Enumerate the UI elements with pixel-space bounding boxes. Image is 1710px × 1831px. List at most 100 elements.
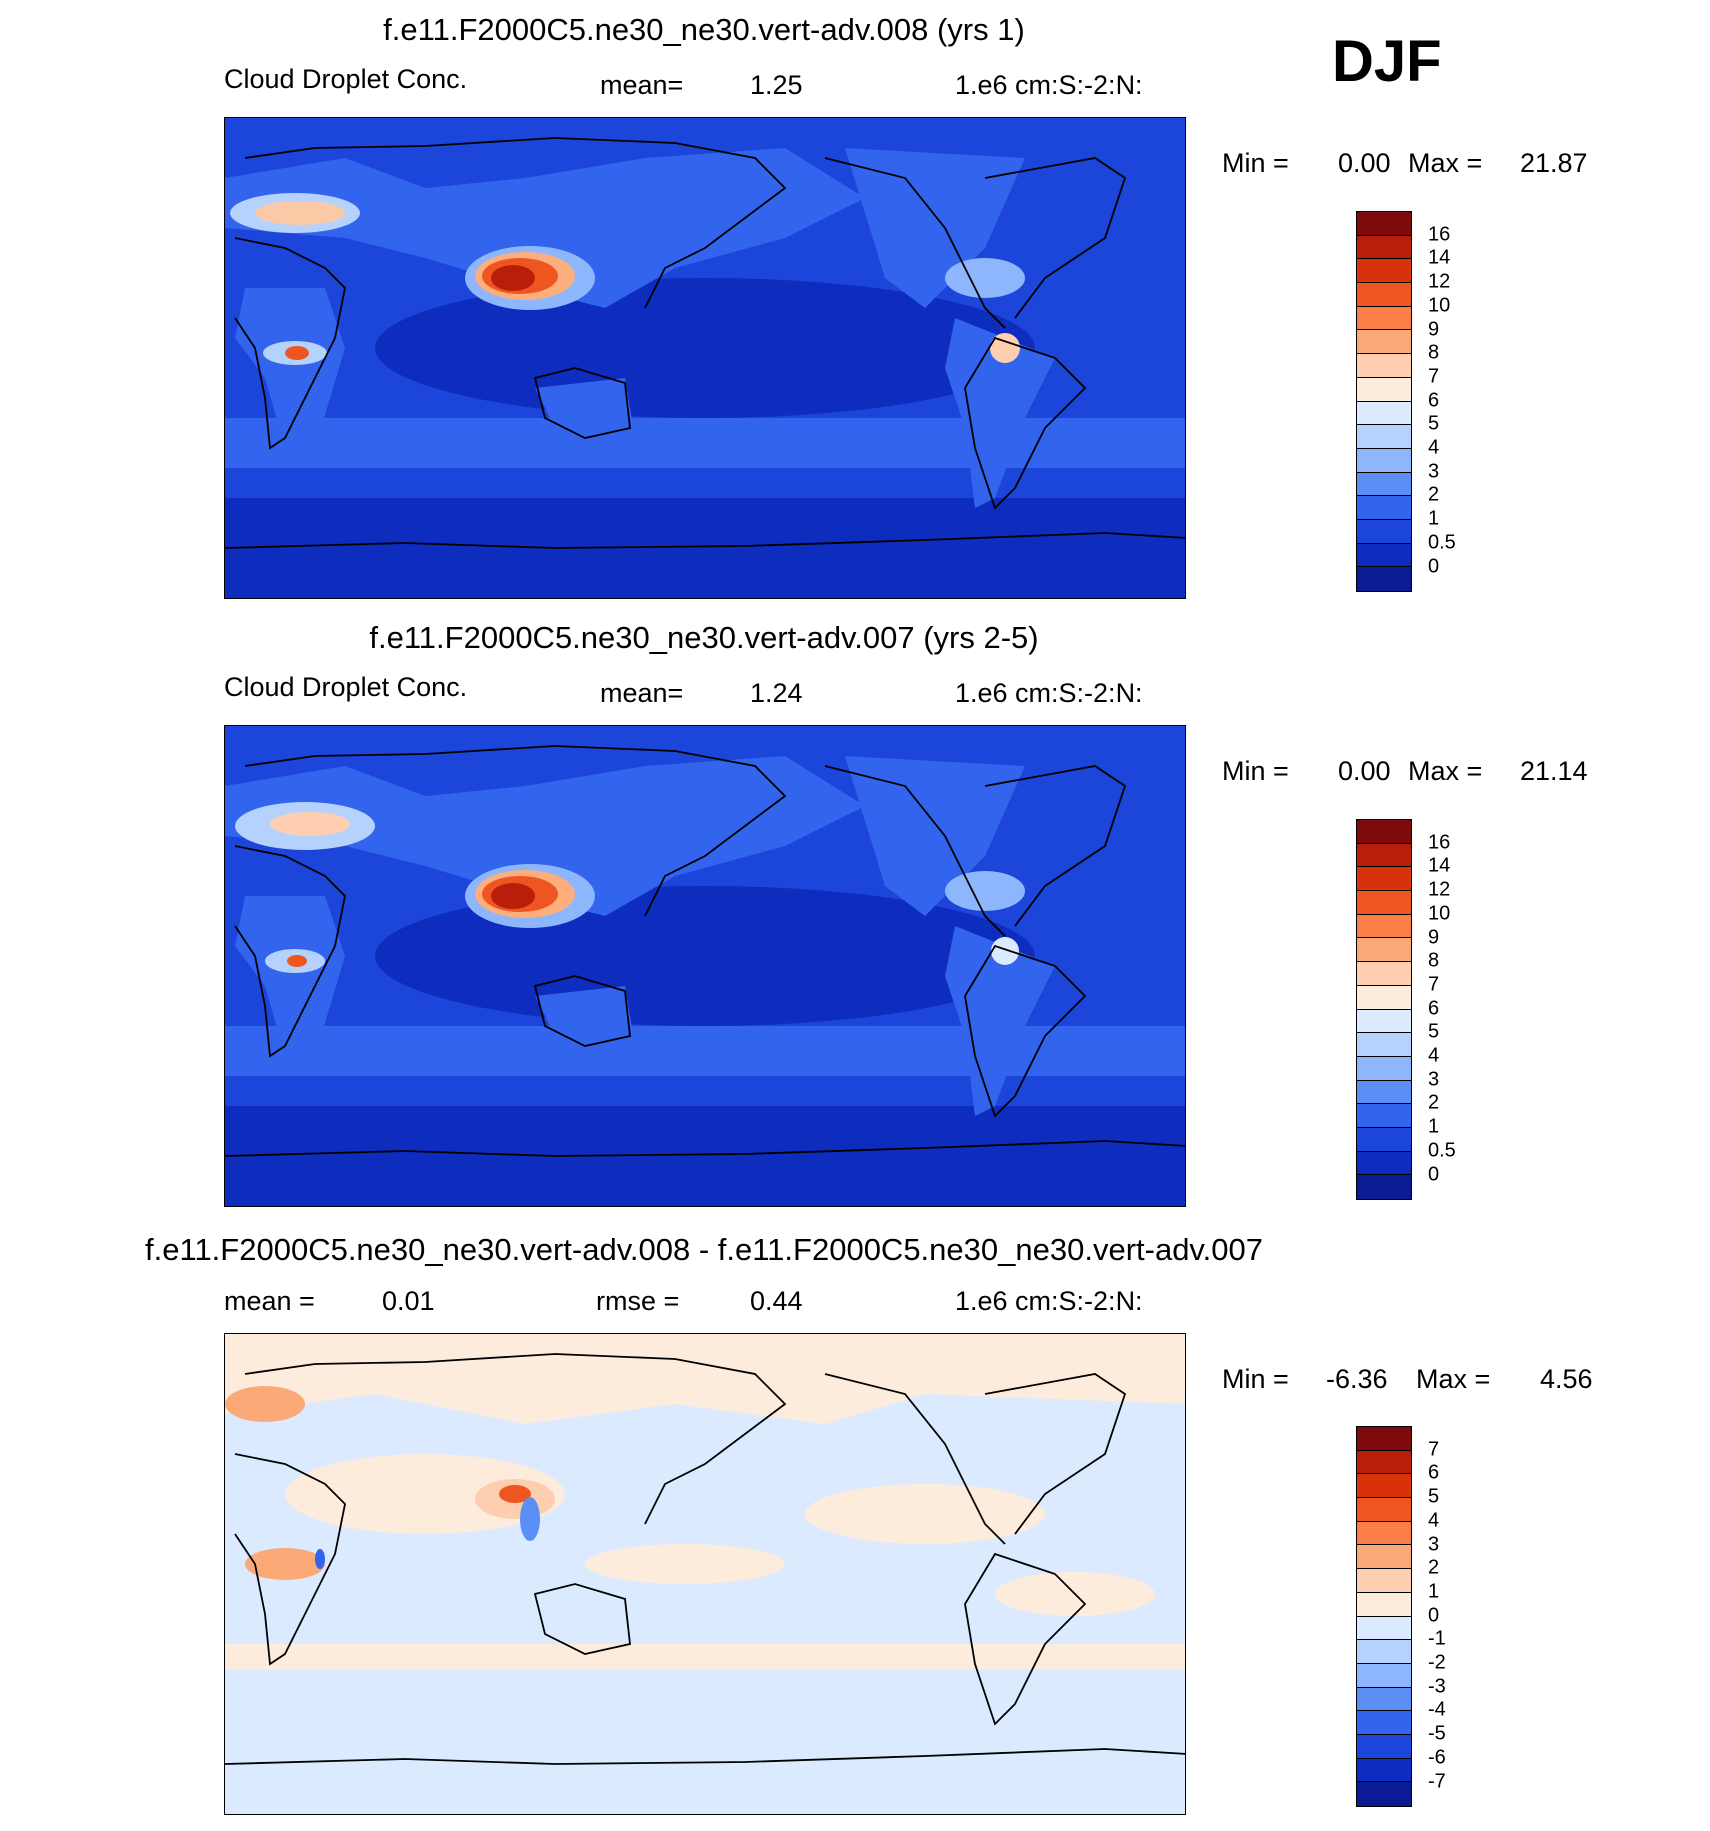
panel3-colorbar bbox=[1356, 1426, 1412, 1807]
colorbar-tick-label: 0 bbox=[1428, 555, 1440, 577]
colorbar-bin bbox=[1357, 330, 1411, 355]
colorbar-bin bbox=[1357, 543, 1411, 568]
colorbar-bin bbox=[1357, 283, 1411, 307]
panel2-max-value: 21.14 bbox=[1520, 756, 1588, 786]
colorbar-bin bbox=[1357, 985, 1411, 1010]
colorbar-bin bbox=[1357, 1640, 1411, 1664]
colorbar-tick-label: 6 bbox=[1428, 389, 1440, 412]
colorbar-tick-label: 4 bbox=[1428, 436, 1440, 459]
colorbar-bin bbox=[1357, 519, 1411, 544]
panel1-max-value: 21.87 bbox=[1520, 148, 1588, 178]
colorbar-tick-label: -2 bbox=[1428, 1651, 1446, 1674]
colorbar-bin bbox=[1357, 1080, 1411, 1105]
colorbar-bin bbox=[1357, 820, 1411, 844]
colorbar-tick-label: 6 bbox=[1428, 1461, 1440, 1484]
colorbar-bin bbox=[1357, 1545, 1411, 1570]
panel1-mean-value: 1.25 bbox=[750, 70, 803, 100]
colorbar-bin bbox=[1357, 1427, 1411, 1451]
panel3-min-label: Min = bbox=[1222, 1364, 1289, 1394]
colorbar-tick-label: 10 bbox=[1428, 902, 1451, 925]
colorbar-tick-label: 0 bbox=[1428, 1163, 1440, 1185]
panel2-map bbox=[224, 725, 1186, 1207]
colorbar-bin bbox=[1357, 1056, 1411, 1081]
colorbar-bin bbox=[1357, 891, 1411, 915]
colorbar-bin bbox=[1357, 1104, 1411, 1128]
colorbar-tick-label: 12 bbox=[1428, 270, 1451, 293]
colorbar-tick-label: 0 bbox=[1428, 1604, 1440, 1627]
panel2-mean-label: mean= bbox=[600, 678, 684, 708]
panel3-rmse-label: rmse = bbox=[596, 1286, 680, 1316]
colorbar-tick-label: -6 bbox=[1428, 1746, 1446, 1769]
colorbar-tick-label: 8 bbox=[1428, 341, 1440, 364]
colorbar-tick-label: -5 bbox=[1428, 1722, 1446, 1745]
colorbar-tick-label: 3 bbox=[1428, 1068, 1440, 1091]
panel3-title: f.e11.F2000C5.ne30_ne30.vert-adv.008 - f… bbox=[145, 1232, 1263, 1267]
colorbar-tick-label: 2 bbox=[1428, 483, 1440, 506]
panel2-units: 1.e6 cm:S:-2:N: bbox=[955, 678, 1143, 708]
colorbar-bin bbox=[1357, 1474, 1411, 1499]
colorbar-bin bbox=[1357, 496, 1411, 520]
panel3-map bbox=[224, 1333, 1186, 1815]
colorbar-bin bbox=[1357, 1033, 1411, 1057]
colorbar-tick-label: 14 bbox=[1428, 854, 1451, 877]
colorbar-bin bbox=[1357, 1616, 1411, 1641]
colorbar-tick-label: 3 bbox=[1428, 1533, 1440, 1555]
panel2-variable-label: Cloud Droplet Conc. bbox=[224, 672, 468, 702]
panel1-max-label: Max = bbox=[1408, 148, 1483, 178]
colorbar-bin bbox=[1357, 1175, 1411, 1199]
colorbar-tick-label: 16 bbox=[1428, 223, 1451, 246]
colorbar-tick-label: 0.5 bbox=[1428, 531, 1456, 554]
colorbar-tick-label: 14 bbox=[1428, 246, 1451, 269]
panel1-map-svg bbox=[225, 118, 1185, 598]
colorbar-bin bbox=[1357, 1498, 1411, 1522]
colorbar-tick-label: 0.5 bbox=[1428, 1139, 1456, 1162]
panel2-map-svg bbox=[225, 726, 1185, 1206]
colorbar-tick-label: 12 bbox=[1428, 878, 1451, 901]
colorbar-tick-label: 6 bbox=[1428, 997, 1440, 1020]
colorbar-bin bbox=[1357, 1663, 1411, 1688]
colorbar-tick-label: 4 bbox=[1428, 1044, 1440, 1067]
colorbar-bin bbox=[1357, 867, 1411, 892]
colorbar-bin bbox=[1357, 354, 1411, 378]
colorbar-bin bbox=[1357, 401, 1411, 426]
colorbar-bin bbox=[1357, 1569, 1411, 1593]
colorbar-bin bbox=[1357, 1521, 1411, 1546]
colorbar-bin bbox=[1357, 1450, 1411, 1475]
panel1-mean-label: mean= bbox=[600, 70, 684, 100]
colorbar-bin bbox=[1357, 472, 1411, 497]
colorbar-bin bbox=[1357, 212, 1411, 236]
colorbar-bin bbox=[1357, 567, 1411, 591]
colorbar-tick-label: 8 bbox=[1428, 949, 1440, 972]
colorbar-tick-label: -1 bbox=[1428, 1627, 1446, 1650]
colorbar-bin bbox=[1357, 962, 1411, 986]
panel2-max-label: Max = bbox=[1408, 756, 1483, 786]
colorbar-bin bbox=[1357, 1758, 1411, 1783]
colorbar-bin bbox=[1357, 377, 1411, 402]
season-label: DJF bbox=[1332, 29, 1442, 94]
colorbar-tick-label: 5 bbox=[1428, 1020, 1440, 1043]
colorbar-bin bbox=[1357, 425, 1411, 449]
colorbar-bin bbox=[1357, 1734, 1411, 1759]
colorbar-bin bbox=[1357, 1687, 1411, 1712]
colorbar-bin bbox=[1357, 843, 1411, 868]
colorbar-tick-label: 1 bbox=[1428, 1580, 1440, 1603]
panel3-rmse-value: 0.44 bbox=[750, 1286, 803, 1316]
colorbar-bin bbox=[1357, 1151, 1411, 1176]
panel1-map bbox=[224, 117, 1186, 599]
colorbar-tick-label: 7 bbox=[1428, 973, 1440, 996]
colorbar-bin bbox=[1357, 914, 1411, 939]
panel1-variable-label: Cloud Droplet Conc. bbox=[224, 64, 468, 94]
colorbar-tick-label: 10 bbox=[1428, 294, 1451, 317]
colorbar-bin bbox=[1357, 448, 1411, 473]
colorbar-tick-label: 5 bbox=[1428, 1485, 1440, 1508]
colorbar-tick-label: 4 bbox=[1428, 1509, 1440, 1532]
panel1-colorbar bbox=[1356, 211, 1412, 592]
panel2-mean-value: 1.24 bbox=[750, 678, 803, 708]
colorbar-tick-label: 9 bbox=[1428, 926, 1440, 948]
colorbar-tick-label: 1 bbox=[1428, 507, 1440, 530]
panel1-min-label: Min = bbox=[1222, 148, 1289, 178]
panel3-min-value: -6.36 bbox=[1326, 1364, 1388, 1394]
colorbar-bin bbox=[1357, 938, 1411, 963]
panel1-units: 1.e6 cm:S:-2:N: bbox=[955, 70, 1143, 100]
colorbar-bin bbox=[1357, 1009, 1411, 1034]
